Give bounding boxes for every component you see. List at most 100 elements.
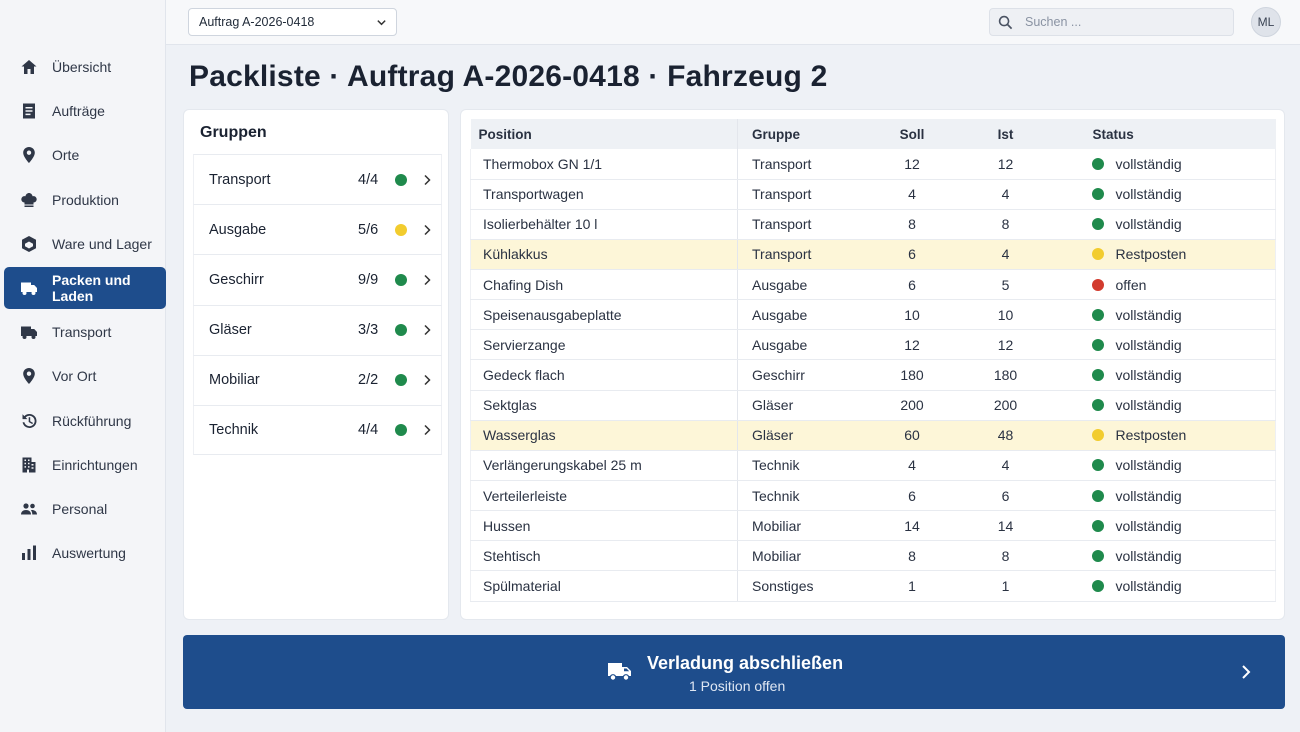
sidebar-item-packen-und-laden[interactable]: Packen und Laden bbox=[4, 266, 166, 309]
sidebar: Übersicht Aufträge Orte Produktion Ware und … bbox=[0, 0, 166, 732]
cell-status: vollständig bbox=[1036, 570, 1276, 602]
status-dot bbox=[1091, 248, 1104, 261]
cell-position: Thermobox GN 1/1 bbox=[470, 149, 738, 180]
sidebar-item-personal[interactable]: Personal bbox=[4, 488, 166, 530]
sidebar-item-orte[interactable]: Orte bbox=[4, 134, 166, 176]
cell-soll: 4 bbox=[849, 450, 975, 482]
sidebar-item-einrichtungen[interactable]: Einrichtungen bbox=[4, 444, 166, 486]
sidebar-item-label: Orte bbox=[52, 147, 80, 164]
status-dot bbox=[1091, 157, 1104, 170]
group-count: 3/3 bbox=[358, 322, 379, 339]
status-label: vollständig bbox=[1115, 578, 1182, 595]
cell-status: vollständig bbox=[1036, 299, 1276, 331]
sidebar-item-auftraege[interactable]: Aufträge bbox=[4, 90, 166, 132]
table-row[interactable]: Servierzange Ausgabe 12 12 vollständig bbox=[470, 329, 1276, 361]
table-row[interactable]: Kühlakkus Transport 6 4 Restposten bbox=[470, 239, 1276, 271]
column-header-status[interactable]: Status bbox=[1036, 119, 1276, 149]
status-dot bbox=[1091, 278, 1104, 291]
order-select[interactable]: Auftrag A-2026-0418 bbox=[188, 8, 397, 36]
cell-soll: 6 bbox=[849, 239, 975, 271]
cell-position: Isolierbehälter 10 l bbox=[470, 209, 738, 240]
table-row[interactable]: Gedeck flach Geschirr 180 180 vollständig bbox=[470, 359, 1276, 391]
sidebar-item-label: Auswertung bbox=[52, 545, 126, 562]
group-row[interactable]: Ausgabe 5/6 bbox=[193, 204, 442, 255]
table-row[interactable]: Wasserglas Gläser 60 48 Restposten bbox=[470, 420, 1276, 451]
cell-ist: 5 bbox=[974, 269, 1037, 301]
building-icon bbox=[20, 456, 38, 474]
table-row[interactable]: Sektglas Gläser 200 200 vollständig bbox=[470, 390, 1276, 421]
sidebar-item-vor-ort[interactable]: Vor Ort bbox=[4, 355, 166, 397]
chevron-right-icon bbox=[424, 325, 431, 336]
sidebar-item-transport[interactable]: Transport bbox=[4, 311, 166, 353]
group-row[interactable]: Technik 4/4 bbox=[193, 404, 442, 456]
cell-ist: 1 bbox=[974, 570, 1037, 602]
table-row[interactable]: Transportwagen Transport 4 4 vollständig bbox=[470, 179, 1276, 210]
sidebar-item-auswertung[interactable]: Auswertung bbox=[4, 532, 166, 574]
search-box[interactable] bbox=[989, 8, 1234, 36]
table-row[interactable]: Verteilerleiste Technik 6 6 vollständig bbox=[470, 480, 1276, 512]
cell-gruppe: Gläser bbox=[737, 390, 850, 421]
cell-gruppe: Transport bbox=[737, 179, 850, 210]
group-row[interactable]: Mobiliar 2/2 bbox=[193, 354, 442, 405]
table-row[interactable]: Chafing Dish Ausgabe 6 5 offen bbox=[470, 269, 1276, 301]
column-header-position[interactable]: Position bbox=[470, 119, 738, 149]
table-header-row: Position Gruppe Soll Ist Status bbox=[470, 119, 1276, 149]
group-row[interactable]: Geschirr 9/9 bbox=[193, 254, 442, 305]
sidebar-item-produktion[interactable]: Produktion bbox=[4, 179, 166, 221]
cell-status: vollständig bbox=[1036, 329, 1276, 361]
cell-gruppe: Technik bbox=[737, 480, 850, 512]
status-dot bbox=[395, 223, 407, 236]
sidebar-item-label: Packen und Laden bbox=[52, 271, 131, 304]
group-name: Geschirr bbox=[209, 271, 264, 288]
table-row[interactable]: Hussen Mobiliar 14 14 vollständig bbox=[470, 510, 1276, 542]
cell-position: Kühlakkus bbox=[470, 239, 738, 271]
status-dot bbox=[395, 424, 407, 437]
groups-title: Gruppen bbox=[200, 124, 267, 141]
groups-card: Gruppen Transport 4/4 Ausgabe 5/6 Geschirr 9/… bbox=[183, 109, 449, 620]
column-header-soll[interactable]: Soll bbox=[849, 119, 975, 149]
group-name: Gläser bbox=[209, 322, 252, 339]
status-label: vollständig bbox=[1115, 547, 1182, 564]
complete-loading-button[interactable]: Verladung abschließen 1 Position offen bbox=[183, 635, 1285, 709]
truck-icon bbox=[20, 323, 38, 341]
group-row[interactable]: Gläser 3/3 bbox=[193, 304, 442, 355]
cell-ist: 12 bbox=[974, 149, 1037, 180]
chevron-down-icon bbox=[377, 20, 386, 26]
chevron-right-icon bbox=[424, 274, 431, 285]
table-row[interactable]: Speisenausgabeplatte Ausgabe 10 10 vollständ… bbox=[470, 299, 1276, 331]
cell-status: vollständig bbox=[1036, 149, 1276, 180]
action-title: Verladung abschließen bbox=[647, 653, 844, 673]
cell-status: Restposten bbox=[1036, 239, 1276, 271]
document-icon bbox=[20, 102, 38, 120]
box-icon bbox=[20, 235, 38, 253]
status-label: vollständig bbox=[1115, 517, 1182, 534]
column-header-gruppe[interactable]: Gruppe bbox=[737, 119, 850, 149]
status-dot bbox=[1091, 459, 1104, 472]
cell-position: Chafing Dish bbox=[470, 269, 738, 301]
cell-status: vollständig bbox=[1036, 510, 1276, 542]
cell-ist: 8 bbox=[974, 209, 1037, 240]
cell-soll: 8 bbox=[849, 209, 975, 240]
table-row[interactable]: Verlängerungskabel 25 m Technik 4 4 vollstän… bbox=[470, 450, 1276, 482]
sidebar-item-uebersicht[interactable]: Übersicht bbox=[4, 46, 166, 88]
table-row[interactable]: Spülmaterial Sonstiges 1 1 vollständig bbox=[470, 570, 1276, 602]
positions-table: Position Gruppe Soll Ist Status Thermobo… bbox=[470, 119, 1276, 602]
table-row[interactable]: Thermobox GN 1/1 Transport 12 12 vollständig bbox=[470, 149, 1276, 180]
cell-gruppe: Ausgabe bbox=[737, 299, 850, 331]
table-row[interactable]: Stehtisch Mobiliar 8 8 vollständig bbox=[470, 540, 1276, 572]
column-header-ist[interactable]: Ist bbox=[974, 119, 1037, 149]
cell-soll: 180 bbox=[849, 359, 975, 391]
status-dot bbox=[395, 173, 407, 186]
status-label: vollständig bbox=[1115, 487, 1182, 504]
search-input[interactable] bbox=[1025, 15, 1215, 29]
sidebar-item-ware-und-lager[interactable]: Ware und Lager bbox=[4, 223, 166, 265]
sidebar-item-rueckfuehrung[interactable]: Rückführung bbox=[4, 400, 166, 442]
status-label: vollständig bbox=[1115, 155, 1182, 172]
cell-position: Hussen bbox=[470, 510, 738, 542]
avatar[interactable]: ML bbox=[1251, 7, 1281, 37]
group-row[interactable]: Transport 4/4 bbox=[193, 154, 442, 205]
chevron-right-icon bbox=[424, 224, 431, 235]
table-row[interactable]: Isolierbehälter 10 l Transport 8 8 vollständ… bbox=[470, 209, 1276, 240]
truck-icon bbox=[20, 279, 38, 297]
status-dot bbox=[1091, 580, 1104, 593]
